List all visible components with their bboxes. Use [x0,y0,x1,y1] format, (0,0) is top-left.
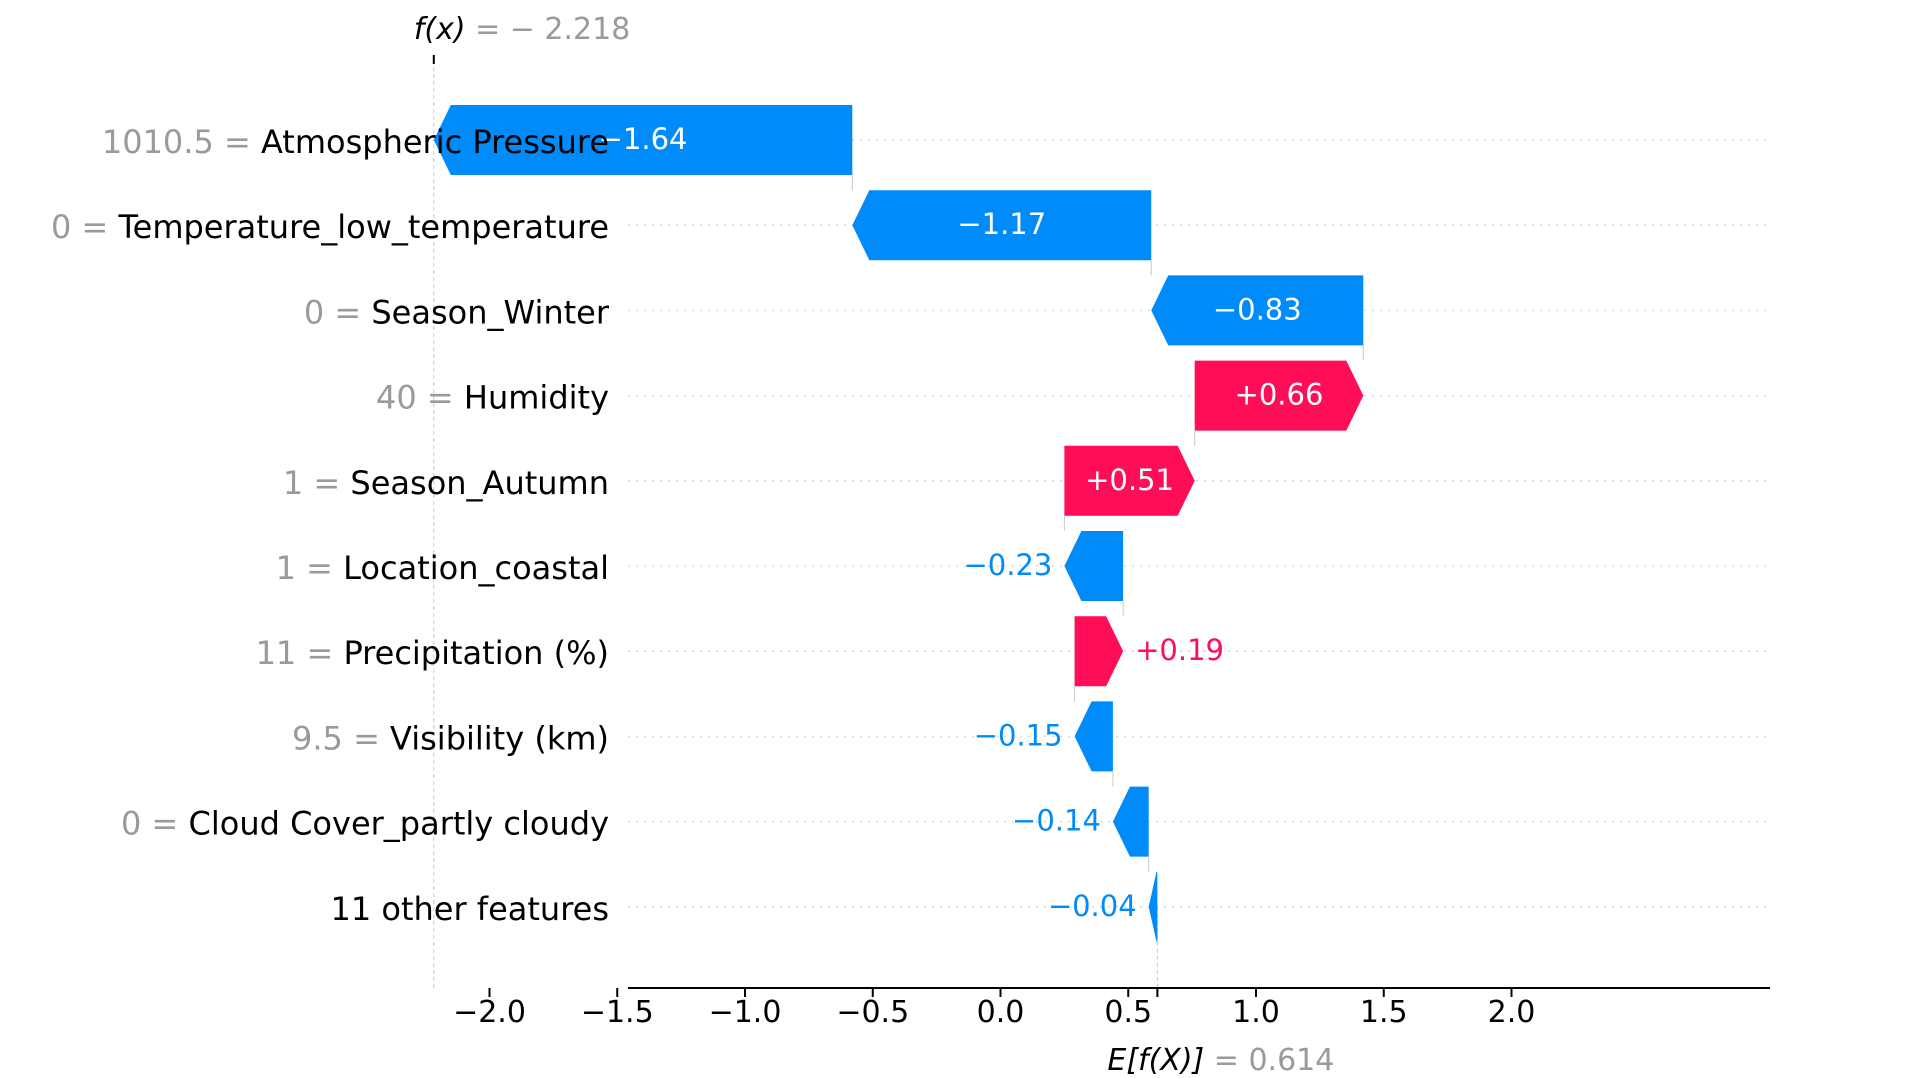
feature-value: 11 = [256,634,344,672]
feature-row-label: 9.5 = Visibility (km) [292,719,609,757]
feature-name: Cloud Cover_partly cloudy [189,805,610,843]
waterfall-bar [1112,786,1149,857]
row-labels: 1010.5 = Atmospheric Pressure 0 = Tempera… [51,123,610,928]
waterfall-bar [1194,360,1364,431]
waterfall-bar [1148,871,1158,942]
feature-name: 11 other features [330,890,609,928]
feature-row-label: 0 = Season_Winter [304,293,610,331]
feature-value: 1010.5 = [102,123,261,161]
bar-value-label: +0.19 [1135,633,1224,667]
x-tick-label: −1.0 [709,995,782,1030]
feature-value: 0 = [304,293,372,331]
base-value-label: E[f(X)] [1107,1043,1204,1078]
base-value-number: = 0.614 [1204,1043,1334,1078]
waterfall-bar [1074,701,1113,772]
feature-name: Season_Winter [371,293,609,331]
annotations: f(x) = − 2.218 E[f(X)] = 0.614 [414,12,1335,1078]
feature-name: Visibility (km) [390,719,609,757]
x-tick-label: −2.0 [453,995,526,1030]
bar-value-label: −0.04 [1048,889,1137,923]
x-tick-label: 0.5 [1104,995,1152,1030]
feature-row-label: 0 = Cloud Cover_partly cloudy [121,805,609,843]
x-tick-label: −0.5 [836,995,909,1030]
feature-row-label: 0 = Temperature_low_temperature [51,208,609,246]
feature-row-label: 40 = Humidity [376,379,609,417]
feature-row-label: 11 = Precipitation (%) [256,634,609,672]
feature-value: 40 = [376,379,464,417]
waterfall-bar [1064,531,1124,601]
feature-row-label: 11 other features [330,890,609,928]
feature-value: 0 = [121,805,189,843]
bar-value-label: −0.83 [1213,292,1302,326]
fx-label: f(x) [414,12,466,47]
waterfall-bar [1064,445,1195,516]
bars-layer: −1.64 −1.17 −0.83 +0.66 +0.51 −0.23 +0.19 −0.15… [433,105,1364,942]
feature-name: Season_Autumn [350,464,609,502]
feature-value: 1 = [276,549,344,587]
x-tick-label: 1.5 [1360,995,1408,1030]
feature-value: 1 = [283,464,351,502]
bar-value-label: −0.23 [964,548,1053,582]
feature-name: Temperature_low_temperature [118,208,609,246]
feature-name: Precipitation (%) [343,634,609,672]
feature-row-label: 1010.5 = Atmospheric Pressure [102,123,609,161]
waterfall-bar [852,190,1152,261]
feature-value: 9.5 = [292,719,390,757]
feature-row-label: 1 = Season_Autumn [283,464,609,502]
x-tick-label: 2.0 [1488,995,1536,1030]
x-tick-label: 0.0 [977,995,1025,1030]
feature-name: Humidity [464,379,609,417]
feature-name: Atmospheric Pressure [261,123,609,161]
bar-value-label: −1.64 [599,122,688,156]
feature-name: Location_coastal [343,549,609,587]
bar-value-label: +0.51 [1085,463,1174,497]
bar-value-label: −0.15 [974,718,1063,752]
waterfall-bar [1074,616,1124,687]
waterfall-bar [1151,275,1364,346]
fx-annotation: f(x) = − 2.218 [414,12,631,47]
x-axis: −2.0 −1.5 −1.0 −0.5 0.0 0.5 1.0 1.5 2.0 [453,987,1770,1030]
base-value-annotation: E[f(X)] = 0.614 [1107,1043,1334,1078]
bar-value-label: −1.17 [957,207,1046,241]
grid-layer [433,60,1770,988]
bar-value-label: −0.14 [1012,804,1101,838]
fx-value: = − 2.218 [466,12,631,47]
feature-row-label: 1 = Location_coastal [276,549,609,587]
x-tick-label: 1.0 [1232,995,1280,1030]
waterfall-bar [433,105,853,175]
feature-value: 0 = [51,208,119,246]
bar-value-label: +0.66 [1235,378,1324,412]
x-tick-label: −1.5 [581,995,654,1030]
